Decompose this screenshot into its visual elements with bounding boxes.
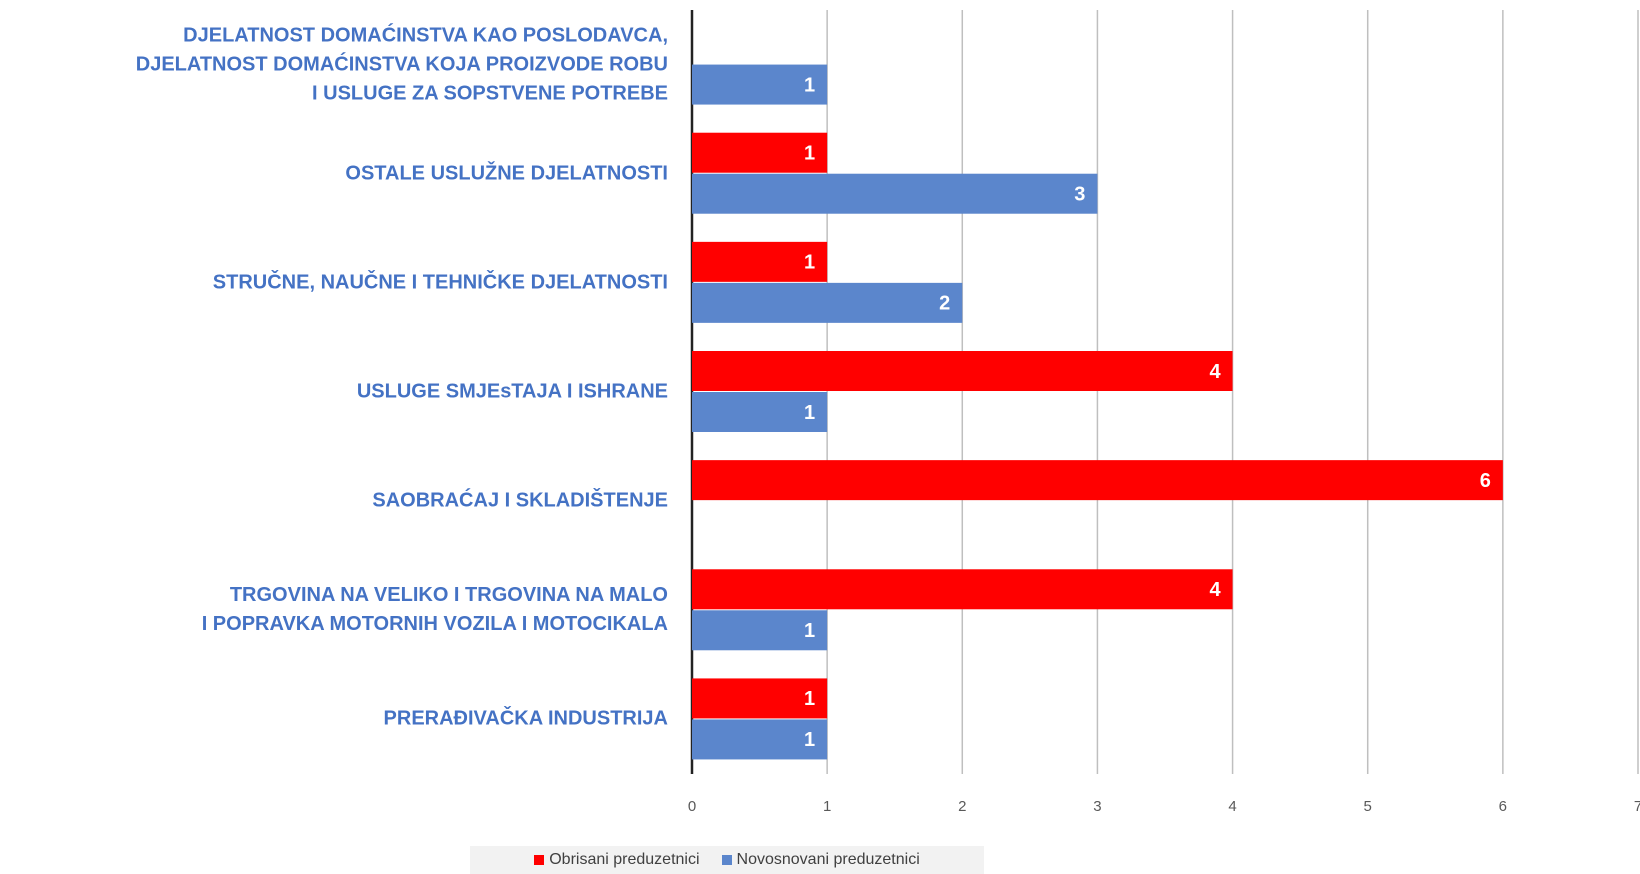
data-label: 3 bbox=[1074, 183, 1085, 205]
legend-item: Novosnovani preduzetnici bbox=[721, 851, 920, 869]
data-label: 1 bbox=[804, 620, 815, 642]
legend-item: Obrisani preduzetnici bbox=[534, 851, 700, 869]
bar bbox=[692, 569, 1233, 610]
y-tick-label: USLUGE SMJEsTAJA I ISHRANE bbox=[356, 380, 668, 403]
bar bbox=[692, 241, 828, 282]
data-label: 4 bbox=[1209, 579, 1221, 601]
legend-label: Obrisani preduzetnici bbox=[549, 851, 700, 868]
x-tick-label: 5 bbox=[1364, 798, 1372, 815]
x-tick-label: 4 bbox=[1228, 798, 1236, 815]
legend: Obrisani preduzetnici Novosnovani preduze… bbox=[470, 846, 984, 874]
data-label: 6 bbox=[1480, 470, 1491, 492]
bar bbox=[692, 719, 828, 760]
legend-label: Novosnovani preduzetnici bbox=[736, 851, 920, 868]
bar bbox=[692, 282, 963, 323]
x-tick-label: 2 bbox=[958, 798, 966, 815]
bar bbox=[692, 392, 828, 432]
x-tick-label: 0 bbox=[688, 798, 696, 815]
data-label: 1 bbox=[804, 688, 815, 710]
bar bbox=[692, 460, 1503, 501]
y-tick-label: OSTALE USLUŽNE DJELATNOSTI bbox=[345, 162, 668, 185]
bar bbox=[692, 132, 828, 173]
data-label: 4 bbox=[1209, 361, 1221, 383]
x-tick-label: 6 bbox=[1499, 798, 1507, 815]
y-tick-label: STRUČNE, NAUČNE I TEHNIČKE DJELATNOSTI bbox=[212, 271, 668, 294]
y-tick-label: DJELATNOST DOMAĆINSTVA KAO POSLODAVCA, D… bbox=[135, 24, 668, 105]
data-label: 1 bbox=[804, 729, 815, 751]
y-tick-label: SAOBRAĆAJ I SKLADIŠTENJE bbox=[372, 489, 668, 512]
x-tick-label: 3 bbox=[1093, 798, 1101, 815]
y-tick-label: TRGOVINA NA VELIKO I TRGOVINA NA MALO I … bbox=[201, 584, 668, 636]
y-tick-label: PRERAĐIVAČKA INDUSTRIJA bbox=[383, 707, 668, 730]
data-label: 2 bbox=[939, 293, 950, 315]
bar bbox=[692, 351, 1233, 391]
legend-swatch bbox=[721, 855, 732, 865]
x-tick-label: 7 bbox=[1634, 798, 1640, 815]
bar bbox=[692, 173, 1098, 214]
data-label: 1 bbox=[804, 142, 815, 164]
data-label: 1 bbox=[804, 74, 815, 96]
bar bbox=[692, 610, 828, 651]
legend-swatch bbox=[534, 855, 545, 865]
data-label: 1 bbox=[804, 252, 815, 274]
x-tick-label: 1 bbox=[823, 798, 831, 815]
data-label: 1 bbox=[804, 402, 815, 424]
bar bbox=[692, 64, 828, 105]
bar bbox=[692, 678, 828, 719]
